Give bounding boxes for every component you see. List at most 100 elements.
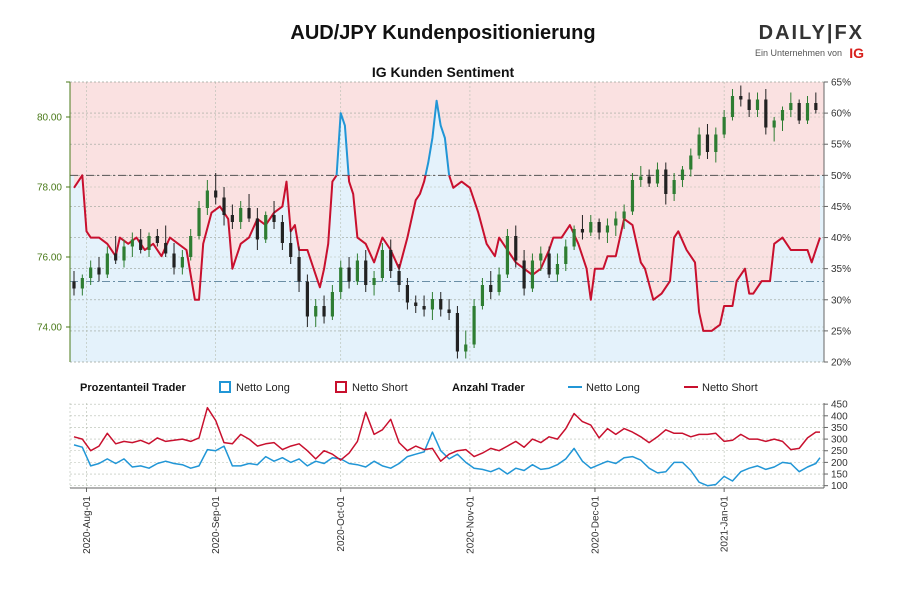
candle-body xyxy=(597,222,601,233)
count-tick-label: 250 xyxy=(831,446,848,457)
chart-subtitle: IG Kunden Sentiment xyxy=(371,64,515,80)
x-tick-label: 2020-Sep-01 xyxy=(211,496,222,554)
candle-body xyxy=(572,229,576,247)
legend-pct-title: Prozentanteil Trader xyxy=(80,382,186,394)
pct-tick-label: 30% xyxy=(831,295,851,306)
x-tick-label: 2020-Dec-01 xyxy=(590,496,601,554)
candle-body xyxy=(197,208,201,236)
candle-body xyxy=(780,110,785,121)
candle-body xyxy=(772,120,776,128)
count-tick-label: 350 xyxy=(831,423,848,434)
candle-body xyxy=(97,267,101,275)
x-tick-label: 2020-Aug-01 xyxy=(82,496,93,554)
candle-body xyxy=(755,99,760,110)
candle-body xyxy=(697,134,701,156)
candle-body xyxy=(380,250,385,278)
net-long-pct-line xyxy=(424,99,451,176)
legend-pct-short-swatch xyxy=(335,381,347,393)
candle-body xyxy=(805,103,810,121)
pct-tick-label: 45% xyxy=(831,202,851,213)
candle-body xyxy=(180,257,184,268)
pct-tick-label: 65% xyxy=(831,78,851,89)
logo-ig: IG xyxy=(849,45,864,61)
legend-count-long-label: Netto Long xyxy=(586,382,640,394)
pct-tick-label: 60% xyxy=(831,109,851,120)
count-tick-label: 150 xyxy=(831,470,848,481)
candle-body xyxy=(639,176,643,180)
candle-body xyxy=(239,208,243,222)
net-short-area xyxy=(74,175,820,331)
candle-body xyxy=(789,103,793,110)
candle-body xyxy=(222,197,226,215)
candle-body xyxy=(297,257,301,282)
candle-body xyxy=(489,285,493,292)
legend-pct-long-swatch xyxy=(219,381,231,393)
candle-body xyxy=(480,285,485,306)
legend-pct-long-label: Netto Long xyxy=(236,382,290,394)
candle-body xyxy=(814,103,818,110)
candle-body xyxy=(722,117,726,135)
candle-body xyxy=(505,236,510,275)
candle-body xyxy=(422,306,426,310)
page-title: AUD/JPY Kundenpositionierung xyxy=(290,22,596,44)
candle-body xyxy=(580,229,585,233)
candle-body xyxy=(80,278,84,289)
candle-body xyxy=(472,306,476,345)
logo-tagline: Ein Unternehmen von xyxy=(754,48,842,58)
net-short-pct-line xyxy=(347,175,427,270)
pct-tick-label: 40% xyxy=(831,233,851,244)
candle-body xyxy=(130,239,134,247)
candle-body xyxy=(405,285,410,303)
net-short-pct-line xyxy=(73,174,338,301)
x-axis: 2020-Aug-01 2020-Sep-01 2020-Oct-01 2020-No… xyxy=(70,487,824,554)
candle-body xyxy=(589,222,593,233)
price-tick-label: 80.00 xyxy=(37,113,62,124)
candle-body xyxy=(255,218,259,240)
candle-body xyxy=(672,180,676,194)
candle-body xyxy=(305,281,309,317)
candle-body xyxy=(430,299,435,310)
candle-body xyxy=(339,267,343,292)
candle-body xyxy=(330,292,334,317)
candle-body xyxy=(714,134,718,152)
candle-body xyxy=(397,271,401,285)
candle-body xyxy=(630,180,635,212)
legend-count-short-label: Netto Short xyxy=(702,382,758,394)
candle-body xyxy=(414,302,418,306)
candle-body xyxy=(364,260,368,285)
candle-body xyxy=(797,103,801,121)
legend-count-title: Anzahl Trader xyxy=(452,382,525,394)
candle-body xyxy=(739,96,743,100)
count-tick-label: 400 xyxy=(831,411,848,422)
candle-body xyxy=(539,253,543,261)
price-tick-label: 78.00 xyxy=(37,183,62,194)
candle-body xyxy=(547,253,551,275)
pct-tick-label: 20% xyxy=(831,358,851,369)
x-tick-label: 2021-Jan-01 xyxy=(720,496,731,553)
candle-body xyxy=(522,260,526,289)
candle-body xyxy=(497,274,501,292)
candle-body xyxy=(280,222,284,243)
candle-body xyxy=(730,96,735,117)
candle-body xyxy=(347,267,351,282)
candle-body xyxy=(230,215,234,222)
candle-body xyxy=(114,253,118,261)
candle-body xyxy=(514,236,518,261)
candle-body xyxy=(389,250,393,271)
candle-body xyxy=(264,215,268,240)
candle-body xyxy=(705,134,710,152)
candle-body xyxy=(205,190,209,208)
count-net-short-line xyxy=(73,406,820,462)
candle-body xyxy=(689,155,693,170)
candle-body xyxy=(680,169,685,180)
candle-body xyxy=(530,260,535,289)
candle-body xyxy=(605,225,610,233)
candle-body xyxy=(647,176,651,184)
candle-body xyxy=(164,243,168,254)
legend-pct-short-label: Netto Short xyxy=(352,382,408,394)
candle-body xyxy=(555,264,560,275)
price-tick-label: 74.00 xyxy=(37,323,62,334)
candle-body xyxy=(314,306,318,317)
